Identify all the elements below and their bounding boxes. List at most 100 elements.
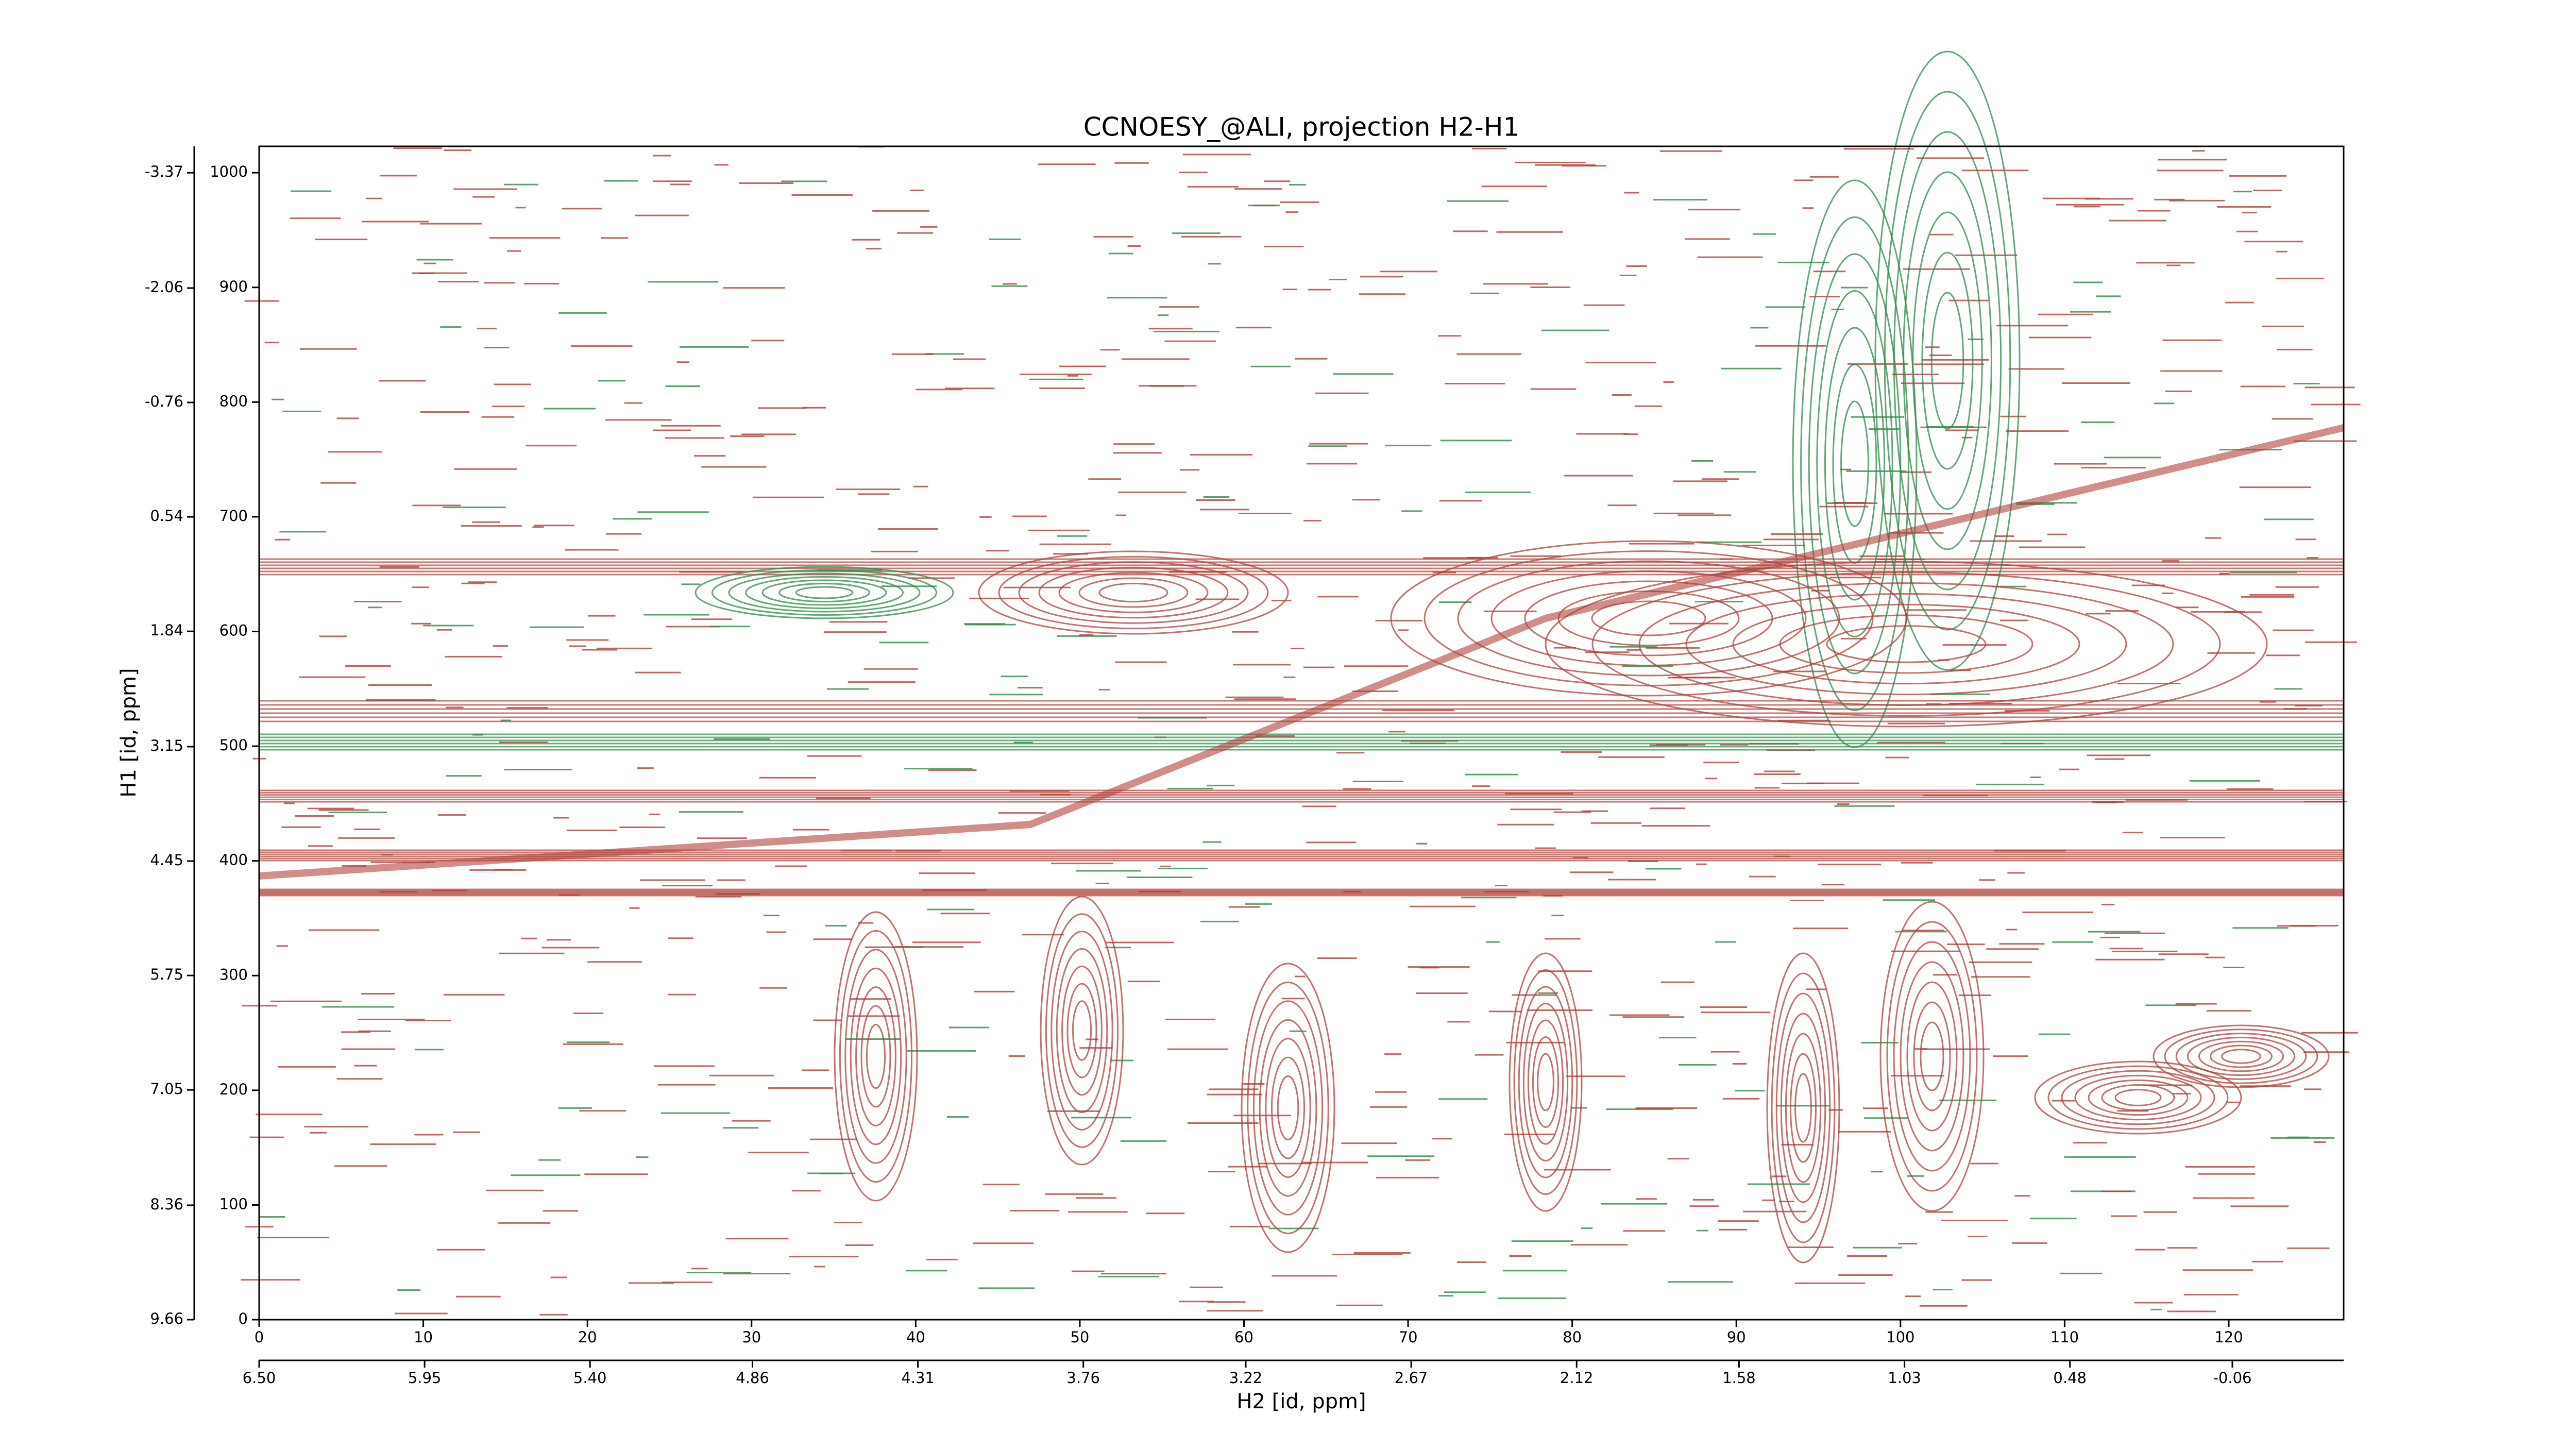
- contour-ring: [761, 579, 887, 606]
- y-tick-label: 0: [239, 1310, 248, 1327]
- y2-tick-label: 5.75: [150, 966, 183, 983]
- y2-tick-label: -3.37: [145, 163, 183, 180]
- contour-ring: [1072, 1000, 1092, 1061]
- x-tick-label: 10: [414, 1328, 433, 1346]
- contour-ring: [1780, 1013, 1826, 1203]
- contour-ring: [2088, 1079, 2189, 1116]
- x2-tick-label: 2.67: [1395, 1369, 1428, 1387]
- contour-ring: [1252, 1000, 1324, 1216]
- contour-ring: [1045, 913, 1119, 1148]
- y-axis-label: H1 [id, ppm]: [117, 668, 141, 797]
- contour-ring: [1766, 952, 1840, 1263]
- contour-ring: [1018, 561, 1249, 624]
- contour-field: [241, 50, 2361, 1316]
- contour-ring: [1785, 1033, 1822, 1183]
- contour-ring: [2221, 1049, 2261, 1064]
- contour-ring: [1457, 560, 1840, 677]
- contour-ring: [1259, 1019, 1317, 1197]
- x2-tick-label: 0.48: [2053, 1369, 2087, 1387]
- contour-ring: [1685, 593, 2127, 696]
- x-tick-label: 30: [742, 1328, 761, 1346]
- contour-ring: [1912, 211, 1983, 510]
- y2-tick-label: 8.36: [150, 1195, 183, 1213]
- contour-ring: [2198, 1040, 2284, 1072]
- contour-ring: [1732, 603, 2080, 685]
- y-tick-label: 200: [219, 1081, 248, 1098]
- contour-ring: [1816, 290, 1893, 637]
- contour-ring: [1271, 1056, 1305, 1159]
- contour-ring: [1513, 969, 1578, 1195]
- contour-ring: [1794, 1073, 1812, 1143]
- y2-tick-label: 1.84: [150, 621, 183, 639]
- x-tick-label: 60: [1234, 1328, 1253, 1346]
- contour-ring: [1638, 582, 2174, 706]
- contour-ring: [1265, 1038, 1311, 1178]
- contour-ring: [850, 967, 902, 1145]
- contour-ring: [2034, 1060, 2242, 1135]
- contour-ring: [1913, 1001, 1951, 1111]
- contour-ring: [1775, 992, 1831, 1223]
- contour-ring: [2047, 1065, 2229, 1130]
- contour-ring: [694, 566, 954, 619]
- contour-ring: [1879, 901, 1985, 1212]
- contour-ring: [728, 572, 921, 613]
- y2-tick-label: 9.66: [150, 1310, 183, 1327]
- contour-ring: [745, 576, 904, 609]
- x2-tick-label: 1.58: [1722, 1369, 1756, 1387]
- contour-ring: [778, 583, 870, 602]
- contour-ring: [1591, 571, 2221, 717]
- contour-ring: [1900, 961, 1964, 1152]
- contour-ring: [1884, 91, 2011, 631]
- x-tick-label: 120: [2214, 1328, 2243, 1346]
- contour-ring: [1824, 327, 1886, 601]
- x-tick-label: 100: [1886, 1328, 1914, 1346]
- y2-tick-label: -0.76: [145, 393, 183, 410]
- y2-tick-label: 7.05: [150, 1080, 183, 1098]
- contour-ring: [1903, 171, 1992, 550]
- x-tick-label: 80: [1563, 1328, 1582, 1346]
- contour-ring: [1840, 400, 1869, 527]
- contour-ring: [1040, 896, 1124, 1166]
- contour-ring: [2153, 1024, 2330, 1088]
- contour-ring: [1241, 963, 1335, 1253]
- contour-ring: [1078, 577, 1189, 608]
- x2-tick-label: -0.06: [2213, 1369, 2251, 1387]
- contour-ring: [1490, 570, 1807, 666]
- contour-ring: [1591, 600, 1706, 636]
- contour-ring: [1050, 931, 1113, 1131]
- contour-ring: [1930, 292, 1964, 430]
- contour-ring: [839, 930, 913, 1183]
- y2-tick-label: 0.54: [150, 507, 183, 525]
- x2-tick-label: 1.03: [1888, 1369, 1921, 1387]
- x-tick-label: 50: [1070, 1328, 1089, 1346]
- contour-ring: [2210, 1044, 2273, 1068]
- contour-ring: [1893, 131, 2002, 591]
- contour-ring: [1518, 986, 1573, 1178]
- contour-ring: [2187, 1036, 2296, 1076]
- contour-ring: [1390, 540, 1907, 697]
- contour-ring: [978, 550, 1289, 635]
- x-axis-label: H2 [id, ppm]: [1236, 1390, 1366, 1413]
- x-tick-label: 90: [1727, 1328, 1746, 1346]
- y2-tick-label: 4.45: [150, 851, 183, 869]
- contour-ring: [998, 555, 1269, 630]
- x-tick-label: 110: [2050, 1328, 2079, 1346]
- contour-ring: [1893, 941, 1971, 1172]
- contour-ring: [1247, 981, 1329, 1235]
- contour-ring: [1537, 1053, 1554, 1111]
- contour-ring: [834, 911, 918, 1202]
- y-tick-label: 600: [219, 622, 248, 639]
- x2-tick-label: 5.95: [408, 1369, 442, 1387]
- contour-ring: [1826, 625, 1987, 663]
- contour-ring: [1545, 561, 2268, 728]
- contour-ring: [844, 949, 907, 1164]
- y-tick-label: 700: [219, 507, 248, 525]
- contour-ring: [1066, 983, 1097, 1079]
- contour-ring: [1790, 1053, 1817, 1163]
- contour-ring: [855, 986, 896, 1126]
- contour-ring: [1800, 216, 1909, 711]
- contour-ring: [1058, 572, 1209, 613]
- contour-ring: [1098, 582, 1168, 603]
- contour-ring: [1771, 972, 1836, 1243]
- contour-ring: [1874, 50, 2021, 671]
